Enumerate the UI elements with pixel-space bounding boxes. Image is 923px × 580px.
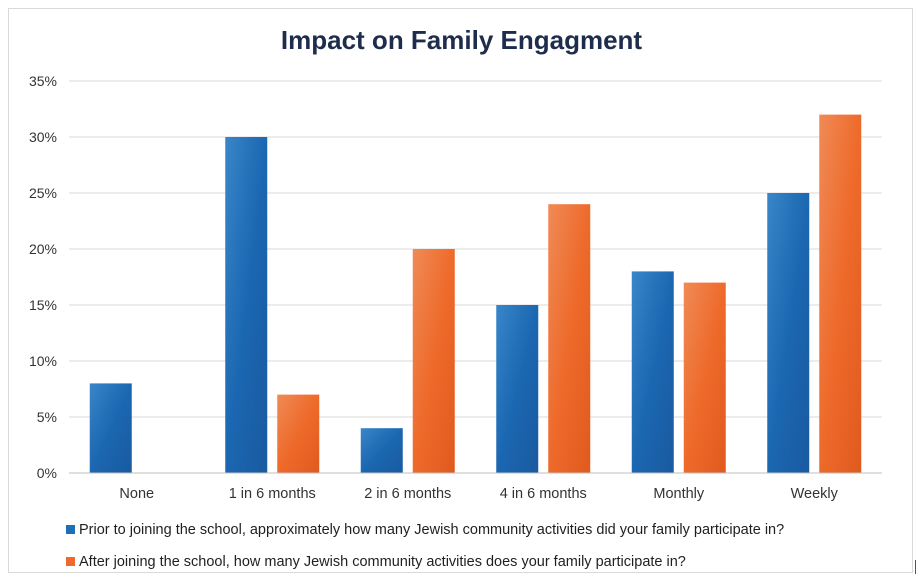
y-tick-label: 0% [37,465,57,481]
y-tick-label: 5% [37,409,57,425]
x-tick-label: 4 in 6 months [500,486,587,502]
chart-title: Impact on Family Engagment [280,25,643,55]
x-tick-label: Weekly [791,486,839,502]
x-tick-label: Monthly [653,486,705,502]
legend-label-prior: Prior to joining the school, approximate… [79,522,785,538]
bar-after [277,394,320,473]
chart-frame [8,8,913,573]
legend-swatch-prior [66,525,75,534]
bar-prior [89,383,132,473]
y-tick-label: 30% [29,129,57,145]
page-edge-marker [915,560,916,574]
bar-prior [631,271,674,473]
bar-after [548,204,591,473]
legend-item-prior: Prior to joining the school, approximate… [66,522,784,538]
legend-item-after: After joining the school, how many Jewis… [66,554,686,570]
legend-label-after: After joining the school, how many Jewis… [79,554,686,570]
y-tick-label: 35% [29,73,57,89]
bar-prior [767,193,810,473]
bar-prior [360,428,403,473]
bar-prior [496,305,539,473]
bar-after [683,282,726,473]
x-tick-label: None [119,486,154,502]
y-tick-label: 10% [29,353,57,369]
x-tick-label: 2 in 6 months [364,486,451,502]
legend-swatch-after [66,557,75,566]
bar-after [819,114,862,473]
bar-after [412,249,455,473]
x-tick-label: 1 in 6 months [229,486,316,502]
y-tick-label: 25% [29,185,57,201]
bar-prior [225,137,268,473]
y-tick-label: 15% [29,297,57,313]
y-tick-label: 20% [29,241,57,257]
